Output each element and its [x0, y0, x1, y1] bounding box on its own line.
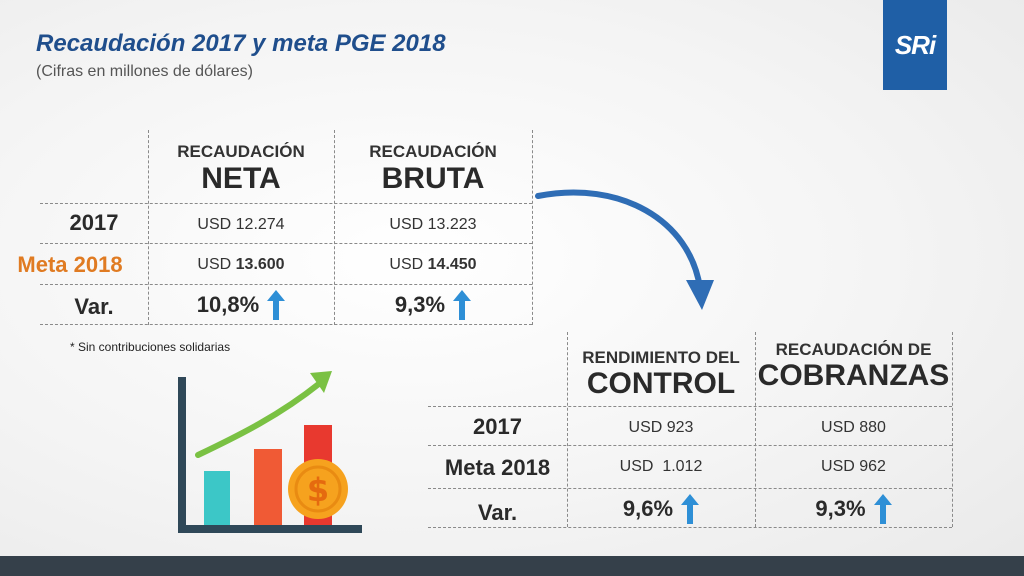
cell-cobranzas-meta: USD 962: [821, 458, 886, 475]
up-arrow-icon: [873, 494, 892, 524]
cell-cobranzas-2017: USD 880: [821, 419, 886, 436]
up-arrow-icon: [681, 494, 700, 524]
coin-symbol: $: [307, 471, 329, 509]
cell-neta-meta: USD 13.600: [197, 256, 285, 273]
cell-bruta-meta: USD 14.450: [389, 256, 477, 273]
sri-logo: SRi: [883, 0, 947, 90]
var-cobranzas: 9,3%: [755, 492, 952, 526]
logo-text: SRi: [894, 29, 936, 60]
cell-bruta-2017: USD 13.223: [389, 216, 477, 233]
page-title: Recaudación 2017 y meta PGE 2018: [36, 30, 446, 57]
col-header-small: RECAUDACIÓN: [369, 142, 497, 161]
row-label-2017: 2017: [473, 414, 522, 439]
var-neta: 10,8%: [148, 288, 334, 322]
col-header-small: RECAUDACIÓN: [177, 142, 305, 161]
col-header-small: RENDIMIENTO DEL: [582, 348, 740, 367]
footnote: * Sin contribuciones solidarias: [70, 340, 231, 354]
var-bruta: 9,3%: [334, 288, 532, 322]
up-arrow-icon: [453, 290, 472, 320]
col-header-small: RECAUDACIÓN DE: [775, 340, 932, 359]
row-label-2017: 2017: [69, 210, 119, 235]
row-label-var: Var.: [74, 294, 114, 319]
col-header-bruta: BRUTA: [381, 162, 485, 195]
cell-control-meta: USD 1.012: [619, 458, 703, 475]
var-control: 9,6%: [567, 492, 755, 526]
col-header-control: CONTROL: [586, 367, 736, 400]
row-label-meta-2018: Meta 2018: [17, 252, 123, 277]
col-header-cobranzas: COBRANZAS: [757, 359, 950, 392]
row-label-meta-2018: Meta 2018: [444, 455, 551, 480]
up-arrow-icon: [267, 290, 286, 320]
page-subtitle: (Cifras en millones de dólares): [36, 63, 253, 80]
cell-control-2017: USD 923: [628, 419, 694, 436]
row-label-var: Var.: [477, 500, 518, 525]
cell-neta-2017: USD 12.274: [197, 216, 285, 233]
bottom-bar: [0, 556, 1024, 576]
col-header-neta: NETA: [201, 162, 281, 195]
curved-arrow-icon: [535, 189, 714, 310]
growth-chart-dollar-icon: $: [178, 371, 362, 533]
